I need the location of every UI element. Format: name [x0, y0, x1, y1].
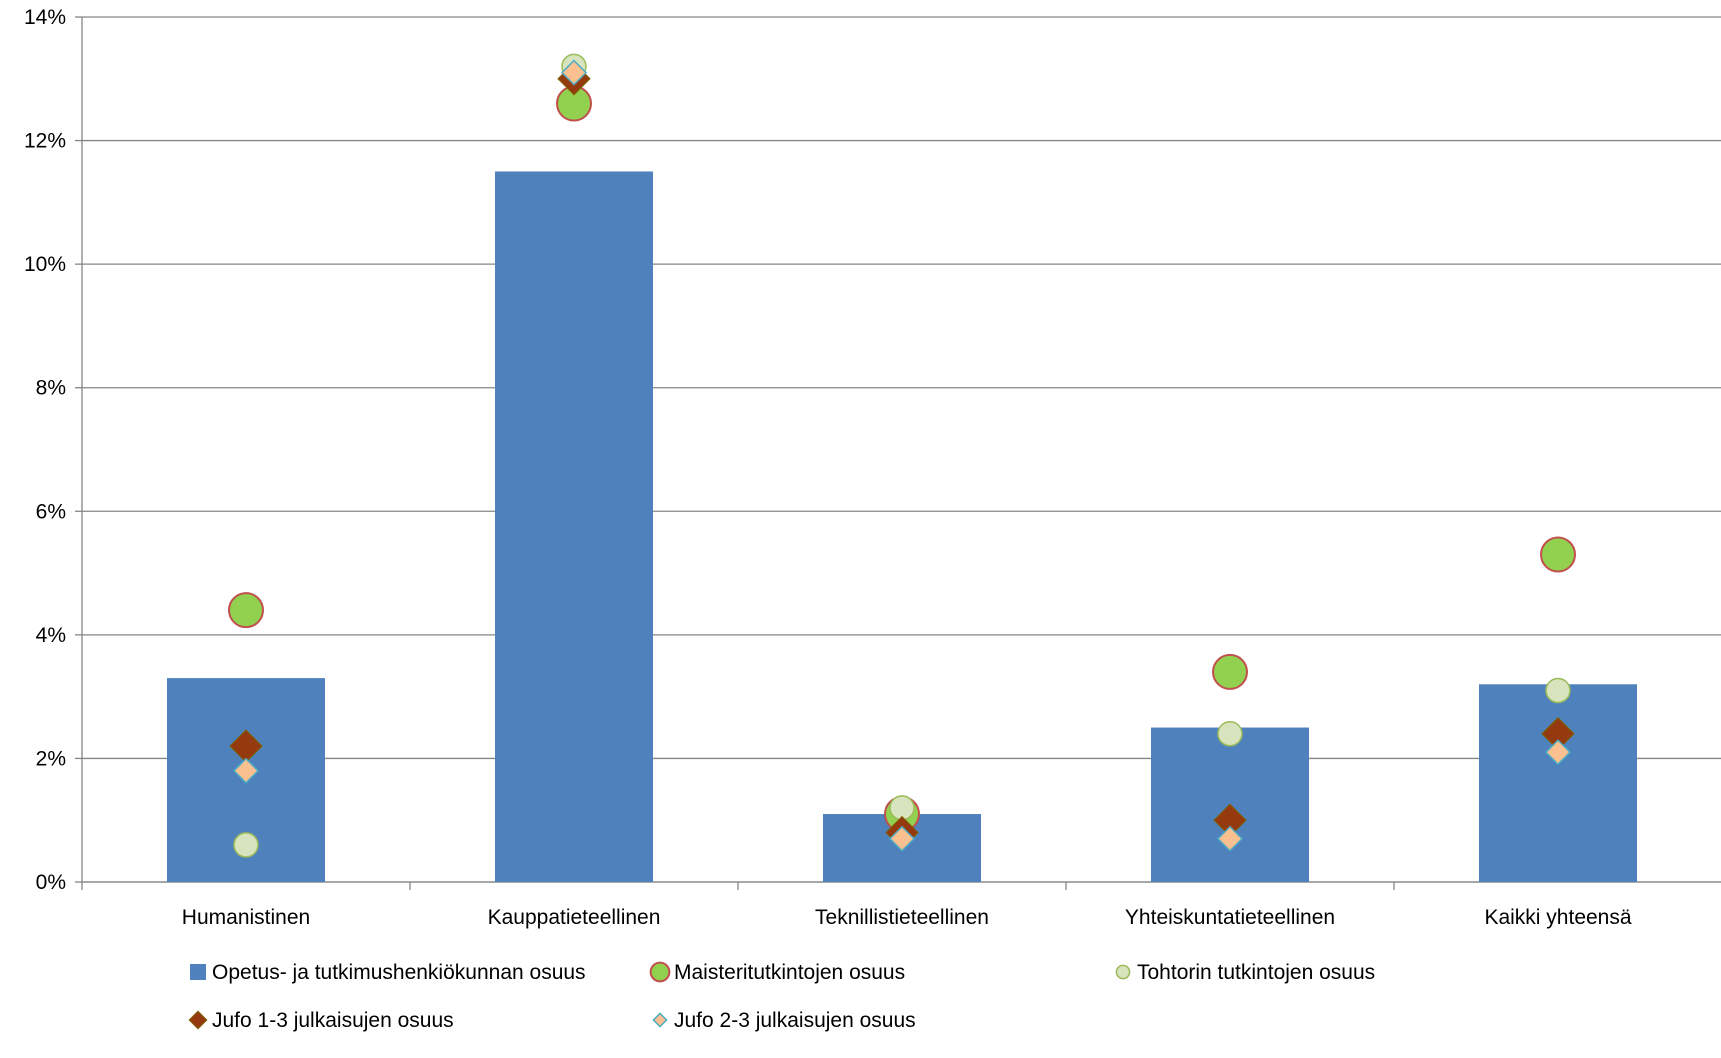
- y-tick-label: 10%: [24, 253, 66, 276]
- y-tick-label: 14%: [24, 6, 66, 29]
- gridlines: [82, 16, 1721, 883]
- y-tick-label: 4%: [36, 624, 66, 647]
- point-tohtorin-tutkintojen-osuus-kaikki-yhteens: [1545, 677, 1571, 704]
- bar-kauppatieteellinen: [495, 171, 653, 882]
- x-tick-label: Humanistinen: [182, 906, 310, 929]
- y-tick-label: 12%: [24, 130, 66, 153]
- legend-item-maisteritutkintojen-osuus: Maisteritutkintojen osuus: [649, 961, 905, 984]
- point-maisteritutkintojen-osuus-humanistinen: [228, 592, 264, 629]
- legend-marker: [188, 1010, 208, 1030]
- legend-marker: [190, 964, 206, 980]
- point-tohtorin-tutkintojen-osuus-yhteiskuntatieteellinen: [1217, 720, 1243, 747]
- legend-label: Opetus- ja tutkimushenkiökunnan osuus: [212, 961, 586, 984]
- legend-item-tohtorin-tutkintojen-osuus: Tohtorin tutkintojen osuus: [1115, 961, 1375, 984]
- legend-label: Tohtorin tutkintojen osuus: [1137, 961, 1375, 984]
- legend: Opetus- ja tutkimushenkiökunnan osuus Mai…: [188, 961, 1375, 1032]
- legend-marker: [1115, 964, 1131, 980]
- point-tohtorin-tutkintojen-osuus-humanistinen: [233, 832, 259, 858]
- point-maisteritutkintojen-osuus-yhteiskuntatieteellinen: [1212, 653, 1248, 690]
- marker-series: [228, 53, 1576, 858]
- x-tick-label: Yhteiskuntatieteellinen: [1125, 906, 1335, 929]
- point-jufo-2-3-julkaisujen-osuus-kaikki-yhteens: [1544, 739, 1572, 766]
- point-jufo-2-3-julkaisujen-osuus-humanistinen: [232, 757, 260, 784]
- y-tick-label: 2%: [36, 747, 66, 770]
- legend-item-jufo-2-3-julkaisujen-osuus: Jufo 2-3 julkaisujen osuus: [652, 1009, 916, 1032]
- y-tick-label: 8%: [36, 377, 66, 400]
- y-tick-label: 6%: [36, 500, 66, 523]
- bar-kaikki-yhteens: [1479, 684, 1637, 882]
- point-maisteritutkintojen-osuus-kaikki-yhteens: [1540, 536, 1576, 573]
- axis-labels: 0% 2% 4% 6% 8% 10% 12% 14% Humanistinen Kauppatie…: [24, 6, 1632, 929]
- legend-item-opetus-ja-tutkimushenki-kunnan-osuus: Opetus- ja tutkimushenkiökunnan osuus: [190, 961, 586, 984]
- x-tick-label: Kaikki yhteensä: [1484, 906, 1631, 929]
- legend-label: Jufo 1-3 julkaisujen osuus: [212, 1009, 454, 1032]
- point-jufo-2-3-julkaisujen-osuus-yhteiskuntatieteellinen: [1216, 825, 1244, 852]
- legend-marker: [649, 961, 671, 983]
- legend-marker: [652, 1012, 668, 1028]
- legend-label: Maisteritutkintojen osuus: [674, 961, 905, 984]
- bar-series: [167, 171, 1637, 882]
- x-tick-label: Teknillistieteellinen: [815, 906, 989, 929]
- y-tick-label: 0%: [36, 871, 66, 894]
- point-jufo-2-3-julkaisujen-osuus-kauppatieteellinen: [560, 59, 588, 86]
- legend-item-jufo-1-3-julkaisujen-osuus: Jufo 1-3 julkaisujen osuus: [188, 1009, 454, 1032]
- x-tick-label: Kauppatieteellinen: [488, 906, 661, 929]
- legend-label: Jufo 2-3 julkaisujen osuus: [674, 1009, 916, 1032]
- point-jufo-2-3-julkaisujen-osuus-teknillistieteellinen: [888, 825, 916, 852]
